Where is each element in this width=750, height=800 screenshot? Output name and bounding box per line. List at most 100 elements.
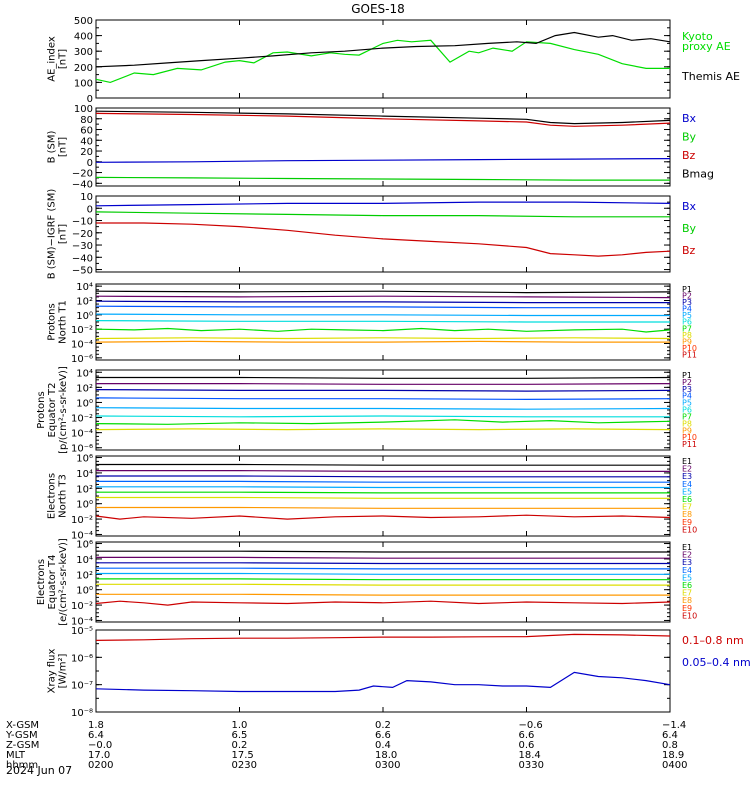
series-line-themis-ae [95, 31, 671, 68]
series-line-e2 [96, 470, 670, 472]
series-line-bz [95, 112, 671, 127]
legend-entry: P1 [682, 371, 692, 380]
x-row-label: MLT [6, 750, 26, 761]
x-axis-table: X-GSM 1.8 1.0 0.2 −0.6 −1.4 Y-GSM 6.4 6.5 6.6 6.6 6… [5, 720, 687, 771]
series-line-p2 [96, 383, 671, 385]
panel-frame [95, 455, 671, 537]
x-row-value: −0.6 [519, 720, 543, 731]
panel-frame [95, 541, 671, 623]
legend-entry: P4 [682, 392, 692, 401]
series-line-0-1-0-8-nm [95, 633, 671, 641]
legend-entry: P6 [682, 406, 692, 415]
legend-entry: E10 [682, 525, 697, 534]
y-tick-label: 0 [87, 158, 93, 169]
legend-entry: E2 [682, 465, 692, 474]
panel-frame [95, 195, 671, 273]
series-line-e5 [96, 572, 670, 575]
series-line-p8 [95, 337, 671, 340]
x-row-value: 0200 [88, 760, 113, 771]
series-line-p5 [95, 407, 671, 410]
y-tick-label: 10⁶ [76, 454, 93, 465]
y-tick-label: 10⁻⁵ [71, 626, 93, 637]
x-row-value: 6.6 [519, 730, 535, 741]
y-axis-label: North T1 [58, 300, 69, 344]
series-line-e1 [96, 550, 670, 553]
y-tick-label: 10⁰ [76, 500, 93, 511]
legend-entry: P8 [682, 419, 692, 428]
legend-entry: Bz [682, 244, 696, 257]
legend-entry: P9 [682, 426, 692, 435]
series-line-by [95, 211, 670, 218]
legend-entry: P9 [682, 337, 692, 346]
panel-7: 10⁶ 10⁴ 10² 10⁰ 10⁻² 10⁻⁴ Electrons Equator T4[… [36, 538, 697, 627]
y-tick-label: 10⁻⁴ [71, 429, 93, 440]
legend-entry: E2 [682, 551, 692, 560]
y-tick-label: 10⁻⁶ [71, 653, 93, 664]
y-tick-label: 400 [74, 32, 93, 43]
y-tick-label: −10 [72, 217, 93, 228]
y-tick-label: 10⁴ [76, 555, 93, 566]
legend-entry: Bmag [682, 168, 714, 181]
y-tick-label: −20 [72, 169, 93, 180]
series-line-e8 [96, 593, 670, 596]
y-tick-label: 10⁻² [71, 325, 93, 336]
legend-entry: P8 [682, 331, 692, 340]
series-line-p7 [95, 419, 671, 425]
legend-entry: E1 [682, 543, 692, 552]
panel-frame [95, 369, 671, 451]
x-row-value: 6.6 [375, 730, 391, 741]
series-line-e2 [96, 556, 670, 559]
series-line-p4 [95, 397, 671, 401]
y-tick-label: −20 [72, 229, 93, 240]
y-tick-label: 10² [76, 383, 93, 394]
x-row-value: 6.4 [662, 730, 678, 741]
y-tick-label: 10⁰ [76, 311, 93, 322]
series-line-e3 [96, 562, 670, 565]
series-line-e6 [96, 491, 670, 494]
y-tick-label: 10⁰ [76, 398, 93, 409]
panel-4: 10⁴ 10² 10⁰ 10⁻² 10⁻⁴ 10⁻⁶ Protons North T1 P1P2… [47, 282, 698, 365]
series-line-e7 [96, 496, 670, 499]
series-line-bx [95, 158, 671, 163]
y-tick-label: 10⁴ [76, 368, 93, 379]
series-line-0-05-0-4-nm [95, 671, 671, 693]
legend-entry: By [682, 131, 697, 144]
legend-entry: E5 [682, 487, 692, 496]
y-tick-label: −40 [72, 253, 93, 264]
y-tick-label: 20 [80, 147, 93, 158]
x-row-value: 1.0 [232, 720, 248, 731]
x-row-label: Y-GSM [5, 730, 38, 741]
y-axis-label: B (SM) [47, 130, 58, 163]
series-line-e4 [96, 567, 670, 570]
legend-entry: E8 [682, 510, 692, 519]
series-line-p4 [95, 305, 670, 309]
y-tick-label: 40 [80, 136, 93, 147]
panel-frame [95, 107, 671, 187]
legend-entry: E10 [682, 611, 697, 620]
legend-entry: P11 [682, 350, 697, 359]
y-axis-label: Equator T4 [47, 555, 58, 610]
series-line-e6 [96, 578, 670, 581]
legend-entry: P7 [682, 324, 692, 333]
y-tick-label: 500 [74, 16, 93, 27]
y-tick-label: 200 [74, 63, 93, 74]
legend-entry: 0.05–0.4 nm [682, 656, 750, 669]
panel-3: −50 −40−30−20−10 010 B (SM)−IGRF (SM) [nT] Bx… [47, 189, 697, 280]
series-line-p6 [95, 415, 670, 418]
legend-entry: 0.1–0.8 nm [682, 634, 744, 647]
x-row-value: 0230 [232, 760, 257, 771]
y-tick-label: 10⁻⁴ [71, 616, 93, 627]
legend-entry: P3 [682, 298, 692, 307]
y-tick-label: 10⁰ [76, 586, 93, 597]
x-row-value: 18.9 [662, 750, 684, 761]
date-label: 2024 Jun 07 [6, 764, 72, 777]
y-axis-label: Protons [47, 303, 58, 340]
legend-entry: P4 [682, 305, 692, 314]
legend-entry: E3 [682, 472, 692, 481]
y-tick-label: 10⁴ [76, 469, 93, 480]
y-tick-label: 0 [87, 94, 93, 105]
